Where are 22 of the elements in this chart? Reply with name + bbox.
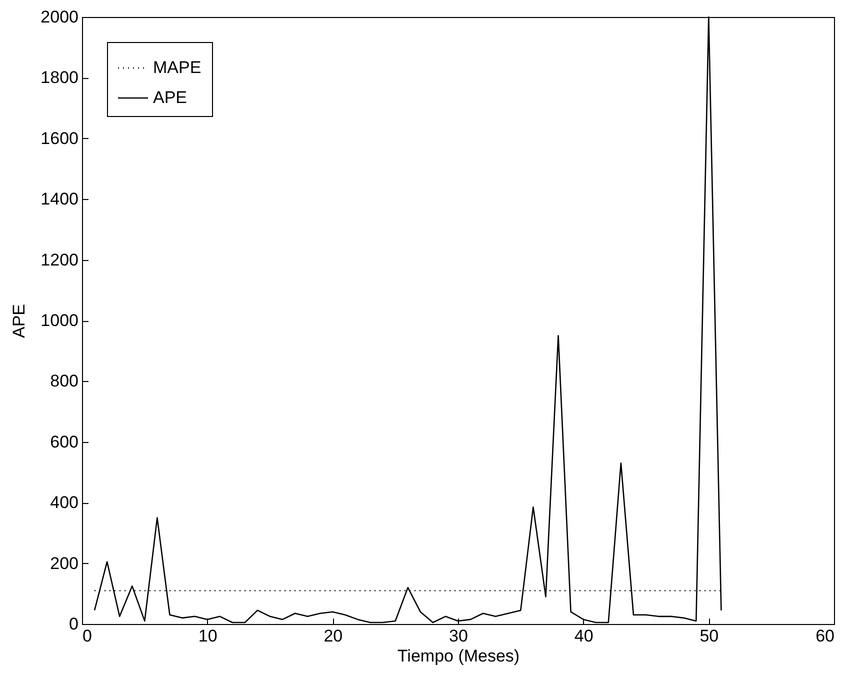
x-tick-label: 60 <box>816 626 834 646</box>
y-tick-label: 200 <box>50 554 78 573</box>
y-tick-label: 1200 <box>40 250 78 270</box>
x-axis-title: Tiempo (Meses) <box>397 646 520 666</box>
x-tick-label: 40 <box>574 626 594 646</box>
y-tick-label: 1000 <box>40 311 78 330</box>
y-tick-label: 1400 <box>40 190 78 209</box>
x-tick-label: 30 <box>449 626 468 646</box>
legend-label: MAPE <box>153 58 202 77</box>
x-tick-label: 10 <box>198 626 218 646</box>
y-tick-label: 800 <box>50 372 78 391</box>
y-tick-label: 1800 <box>40 68 78 88</box>
legend-label: APE <box>153 88 188 107</box>
y-tick-label: 400 <box>50 493 78 512</box>
x-tick-label: 20 <box>324 626 343 646</box>
y-tick-label: 600 <box>50 432 78 452</box>
y-tick-label: 1600 <box>40 128 78 148</box>
y-tick-label: 2000 <box>40 8 78 26</box>
x-tick-label: 0 <box>82 626 92 646</box>
x-tick-label: 50 <box>700 626 719 646</box>
y-axis-title: APE <box>10 304 29 338</box>
y-tick-label: 0 <box>69 614 78 634</box>
